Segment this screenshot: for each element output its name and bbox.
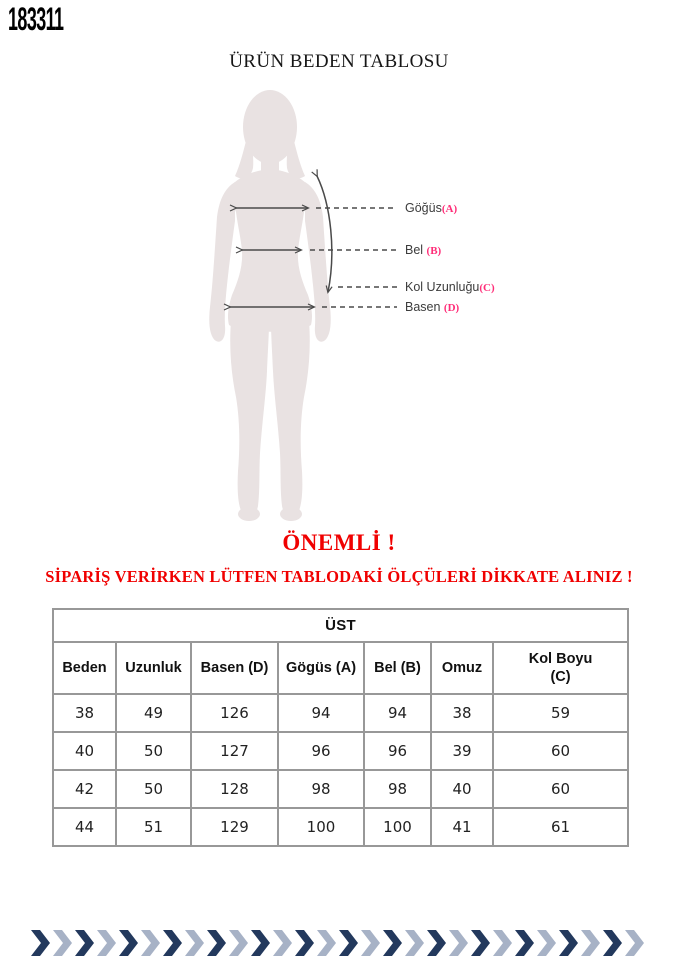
size-cell: 61 (491, 807, 630, 847)
chevron-icon (471, 930, 490, 956)
size-cell: 60 (491, 731, 630, 771)
chevron-icon (515, 930, 534, 956)
size-cell: 44 (52, 807, 117, 847)
chevron-icon (31, 930, 50, 956)
size-row: 44 51 129 100 100 41 61 (52, 807, 630, 847)
chevron-icon (449, 930, 468, 956)
body-measurement-diagram (209, 90, 397, 521)
size-cell: 100 (277, 807, 365, 847)
chevron-icon (625, 930, 644, 956)
page-title: ÜRÜN BEDEN TABLOSU (229, 51, 449, 72)
size-row: 40 50 127 96 96 39 60 (52, 731, 630, 771)
size-cell: 50 (115, 731, 192, 771)
chevron-icon (273, 930, 292, 956)
arm-length-measure-arrow (317, 176, 332, 292)
size-cell: 98 (363, 769, 432, 809)
chevron-icon (295, 930, 314, 956)
column-header-row: Beden Uzunluk Basen (D) Gögüs (A) Bel (B) Omu… (52, 641, 630, 695)
waist-label-text: Bel (405, 243, 427, 257)
chevron-icon (361, 930, 380, 956)
size-cell: 96 (277, 731, 365, 771)
size-cell: 49 (115, 693, 192, 733)
size-table: ÜST Beden Uzunluk Basen (D) Gögüs (A) Bel (B… (51, 608, 630, 847)
column-header: Basen (D) (190, 641, 279, 695)
chevron-icon (603, 930, 622, 956)
size-cell: 96 (363, 731, 432, 771)
group-header: ÜST (51, 608, 630, 643)
size-cell: 38 (52, 693, 117, 733)
arm-length-letter: (C) (479, 282, 495, 294)
size-cell: 128 (190, 769, 279, 809)
chevron-icon (383, 930, 402, 956)
column-header: Uzunluk (115, 641, 192, 695)
chevron-icon (317, 930, 336, 956)
size-cell: 40 (52, 731, 117, 771)
column-header: Kol Boyu (C) (491, 641, 630, 695)
size-cell: 41 (430, 807, 494, 847)
size-cell: 100 (363, 807, 432, 847)
chevron-icon (339, 930, 358, 956)
group-header-row: ÜST (51, 608, 630, 643)
size-cell: 94 (277, 693, 365, 733)
hip-letter: (D) (443, 302, 460, 314)
chevron-icon (119, 930, 138, 956)
hip-label-text: Basen (405, 300, 444, 314)
size-cell: 126 (190, 693, 279, 733)
chevron-ribbon-footer (31, 930, 644, 956)
waist-letter: (B) (426, 245, 442, 257)
column-header: Beden (52, 641, 117, 695)
chest-letter: (A) (441, 203, 458, 215)
female-silhouette-icon (209, 90, 331, 521)
size-cell: 40 (430, 769, 494, 809)
chevron-icon (537, 930, 556, 956)
size-cell: 59 (491, 693, 630, 733)
chest-label: Göğüs(A) (405, 201, 457, 215)
size-cell: 51 (115, 807, 192, 847)
waist-label: Bel (B) (405, 243, 441, 257)
chevron-icon (229, 930, 248, 956)
hip-label: Basen (D) (405, 300, 459, 314)
chevron-icon (207, 930, 226, 956)
size-row: 38 49 126 94 94 38 59 (52, 693, 630, 733)
column-header: Bel (B) (363, 641, 432, 695)
chevron-icon (427, 930, 446, 956)
important-subheading: SİPARİŞ VERİRKEN LÜTFEN TABLODAKİ ÖLÇÜLE… (45, 567, 633, 586)
chevron-icon (75, 930, 94, 956)
chevron-icon (97, 930, 116, 956)
chevron-icon (581, 930, 600, 956)
size-cell: 38 (430, 693, 494, 733)
size-cell: 98 (277, 769, 365, 809)
arm-length-label: Kol Uzunluğu(C) (405, 280, 495, 294)
size-row: 42 50 128 98 98 40 60 (52, 769, 630, 809)
product-code: 183311 (8, 1, 64, 37)
size-cell: 42 (52, 769, 117, 809)
size-cell: 50 (115, 769, 192, 809)
chest-label-text: Göğüs (405, 201, 442, 215)
chevron-icon (405, 930, 424, 956)
chevron-icon (163, 930, 182, 956)
chevron-pattern (31, 930, 644, 956)
important-heading: ÖNEMLİ ! (282, 530, 396, 555)
chevron-icon (141, 930, 160, 956)
size-cell: 94 (363, 693, 432, 733)
chevron-icon (185, 930, 204, 956)
chevron-icon (53, 930, 72, 956)
chevron-icon (493, 930, 512, 956)
size-cell: 127 (190, 731, 279, 771)
size-cell: 39 (430, 731, 494, 771)
arm-length-label-text: Kol Uzunluğu (405, 280, 480, 294)
size-cell: 60 (491, 769, 630, 809)
column-header: Omuz (430, 641, 494, 695)
chevron-icon (251, 930, 270, 956)
column-header: Gögüs (A) (277, 641, 365, 695)
size-cell: 129 (190, 807, 279, 847)
size-table-body: 38 49 126 94 94 38 59 40 50 127 96 96 39 60 42 50 128 98 9… (52, 693, 630, 847)
chevron-icon (559, 930, 578, 956)
